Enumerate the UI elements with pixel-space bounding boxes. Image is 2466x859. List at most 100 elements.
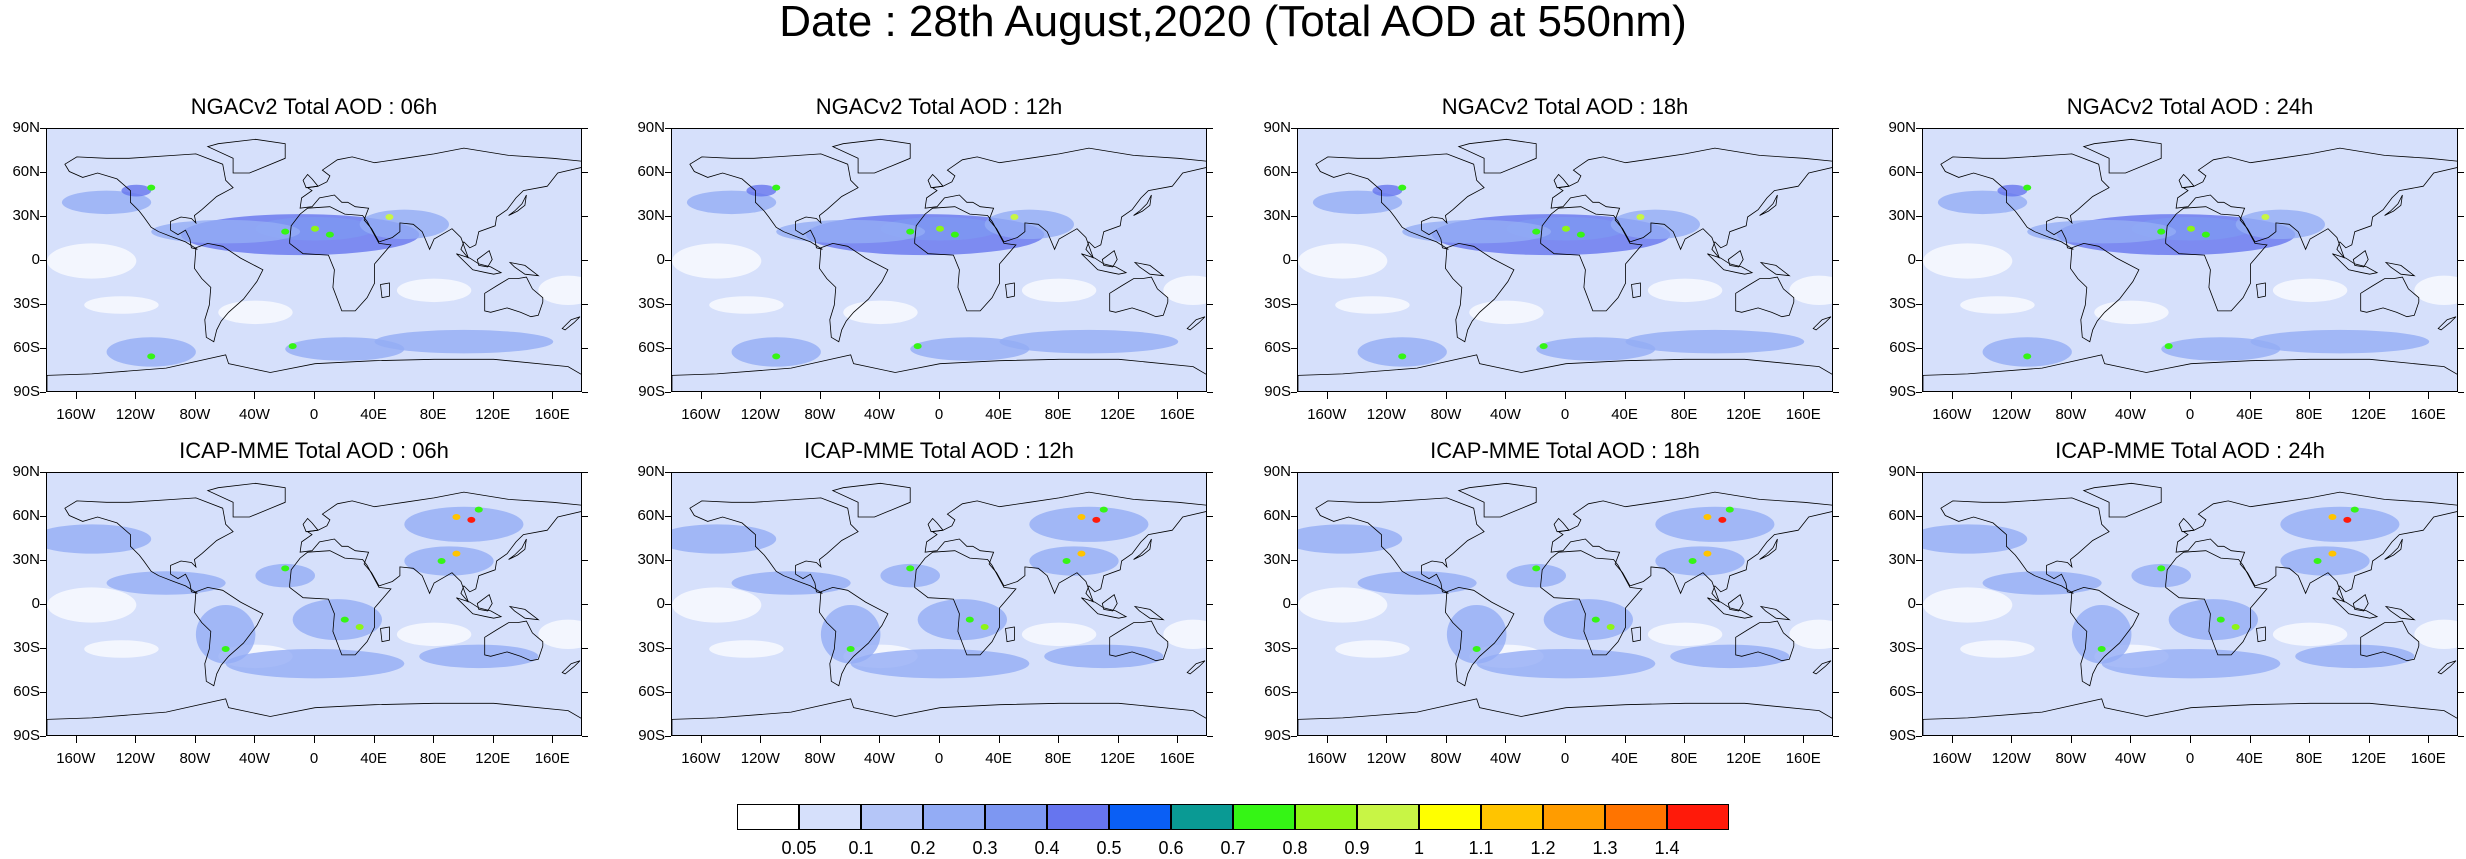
lat-tick-label: 30S — [1264, 295, 1291, 312]
aod-plume — [121, 184, 152, 197]
lon-tick-label: 160E — [1785, 406, 1821, 423]
coastline-antarctica — [47, 698, 581, 735]
aod-hotspot — [950, 231, 959, 238]
lon-tick-label: 40W — [2115, 406, 2146, 423]
lat-tick-label: 30N — [637, 207, 665, 224]
coastline-indonesia — [1707, 253, 1754, 275]
lat-tick-mark — [40, 172, 46, 173]
aod-plume — [910, 337, 1030, 361]
aod-hotspot — [906, 565, 915, 572]
low-aod-patch — [709, 296, 784, 314]
low-aod-patch — [1923, 243, 2013, 279]
low-aod-patch — [843, 300, 918, 325]
map-panel: ICAP-MME Total AOD : 06h 90N 60N 30N 0 30S 60S… — [12, 438, 588, 767]
lon-tick-label: 80E — [419, 406, 447, 423]
lat-tick-mark — [1916, 172, 1922, 173]
aod-hotspot — [936, 225, 944, 232]
colorbar-swatch — [799, 804, 861, 830]
coastline-borneo — [476, 250, 493, 268]
lat-tick-mark — [1916, 128, 1922, 129]
lat-tick-label: 60N — [637, 163, 665, 180]
coastline-south-america — [2069, 586, 2140, 687]
aod-map — [47, 129, 581, 391]
lat-tick-mark — [665, 392, 671, 393]
aod-plume — [255, 563, 315, 588]
coastline-japan — [508, 194, 527, 216]
aod-plume — [1044, 644, 1164, 669]
aod-hotspot — [1562, 225, 1570, 232]
low-aod-patch — [218, 300, 293, 325]
aod-map — [47, 473, 581, 735]
lon-tick-mark — [1117, 392, 1119, 399]
lon-tick-mark — [1445, 736, 1447, 743]
lon-tick-mark — [939, 392, 940, 399]
low-aod-patch — [672, 243, 762, 279]
low-aod-patch — [672, 587, 762, 623]
lon-tick-label: 40E — [360, 406, 387, 423]
aod-plume — [1543, 599, 1633, 641]
coastline-indonesia — [456, 253, 503, 275]
lat-tick-label: 90N — [12, 463, 40, 480]
aod-hotspot — [452, 550, 461, 557]
lat-tick-label: 90N — [12, 119, 40, 136]
lon-tick-mark — [194, 392, 196, 399]
lat-tick-label: 60S — [1889, 339, 1916, 356]
lon-tick-mark — [2190, 736, 2191, 743]
lon-tick-label: 160W — [1307, 406, 1347, 423]
aod-hotspot — [221, 646, 230, 652]
aod-hotspot — [311, 225, 319, 232]
aod-hotspot — [1703, 550, 1712, 557]
lon-tick-mark — [939, 736, 940, 743]
coastline-south-america — [818, 242, 889, 343]
lat-tick-label: 60N — [1888, 507, 1916, 524]
lat-tick-mark — [665, 216, 671, 217]
coastline-eurasia — [1550, 147, 1832, 259]
lon-tick-mark — [552, 392, 554, 399]
low-aod-patch — [1163, 619, 1206, 649]
aod-plume — [820, 605, 881, 664]
lon-tick-label: 0 — [1560, 750, 1570, 767]
lat-tick-mark — [1207, 304, 1213, 305]
lon-tick-label: 120E — [1726, 406, 1762, 423]
lat-tick-label: 60N — [637, 507, 665, 524]
coastline-antarctica — [1298, 354, 1832, 391]
coastline-british-isles — [1553, 173, 1570, 189]
aod-hotspot — [2328, 514, 2337, 520]
coastline-new-zealand — [2437, 660, 2457, 675]
lon-tick-mark — [2249, 736, 2251, 743]
lat-tick-mark — [40, 216, 46, 217]
lon-tick-mark — [254, 392, 256, 399]
lon-tick-label: 120W — [115, 406, 155, 423]
coastline-africa — [1540, 206, 1643, 312]
coastline-madagascar — [1005, 282, 1015, 299]
lat-tick-mark — [1916, 392, 1922, 393]
coastline-greenland — [831, 482, 911, 518]
lat-tick-label: 30S — [13, 639, 40, 656]
panel-title: NGACv2 Total AOD : 18h — [1441, 94, 1689, 119]
coastline-indonesia — [2332, 597, 2379, 619]
lat-tick-mark — [665, 348, 671, 349]
lon-tick-label: 160E — [1785, 750, 1821, 767]
lat-tick-label: 0 — [656, 595, 665, 612]
aod-map — [1298, 473, 1832, 735]
main-title: Date : 28th August,2020 (Total AOD at 55… — [779, 0, 1687, 46]
lon-tick-label: 0 — [934, 750, 944, 767]
lat-tick-mark — [2458, 604, 2464, 605]
aod-plume — [106, 571, 226, 595]
lat-tick-label: 30S — [1264, 639, 1291, 656]
aod-plume — [404, 546, 494, 576]
lon-tick-mark — [1743, 736, 1745, 743]
lat-tick-mark — [2458, 128, 2464, 129]
lat-tick-mark — [1291, 648, 1297, 649]
lat-tick-mark — [1207, 128, 1213, 129]
coastline-north-america — [1940, 153, 2110, 250]
lat-tick-label: 30S — [638, 295, 665, 312]
aod-plume — [880, 563, 940, 588]
aod-hotspot — [1725, 506, 1734, 513]
coastline-africa — [2165, 550, 2268, 656]
lat-tick-mark — [2458, 736, 2464, 737]
coastline-madagascar — [2256, 282, 2266, 299]
aod-hotspot — [906, 228, 915, 235]
lon-tick-label: 160W — [56, 750, 96, 767]
coastline-eurasia — [924, 491, 1206, 603]
